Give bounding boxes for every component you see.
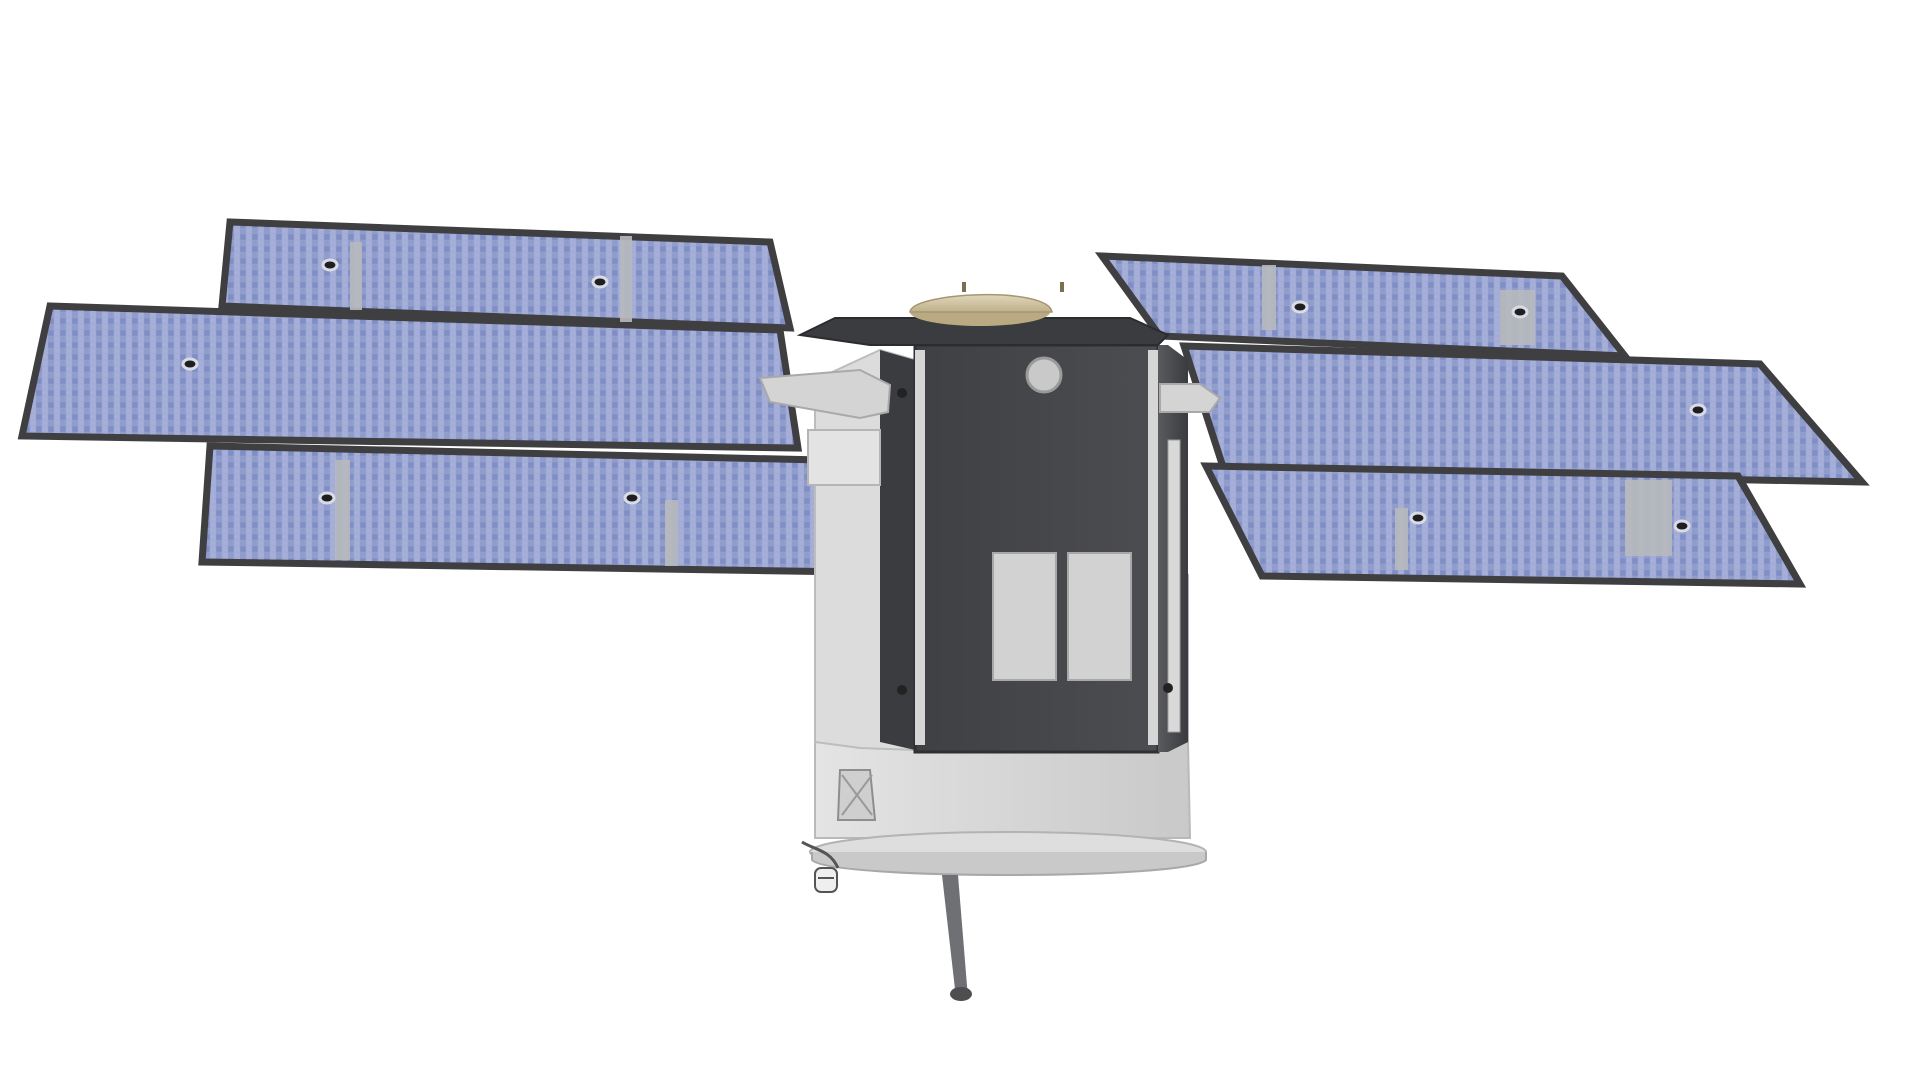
right-solar-wing bbox=[1094, 252, 1870, 588]
panel-hinge-hole bbox=[181, 357, 199, 371]
panel-strut bbox=[1625, 480, 1672, 556]
panel-strut bbox=[620, 236, 632, 322]
panel-hinge-hole bbox=[321, 258, 339, 272]
solar-panel bbox=[198, 442, 860, 576]
panel-strut bbox=[665, 500, 678, 566]
radiator-plate bbox=[992, 552, 1057, 681]
panel-strut bbox=[350, 242, 362, 310]
panel-strut bbox=[335, 460, 350, 560]
panel-hinge-hole bbox=[318, 491, 336, 505]
panel-hinge-hole bbox=[1511, 305, 1529, 319]
bus-front-panel bbox=[913, 343, 1160, 754]
bus-left-inner bbox=[880, 350, 915, 750]
sensor-port bbox=[1025, 356, 1063, 394]
panel-hinge-hole bbox=[1689, 403, 1707, 417]
panel-hinge-hole bbox=[1673, 519, 1691, 533]
left-hinge-arm bbox=[758, 368, 892, 420]
bus-top-deck bbox=[796, 317, 1170, 346]
panel-strut bbox=[1395, 508, 1408, 570]
panel-hinge-hole bbox=[591, 275, 609, 289]
solar-panel bbox=[1094, 252, 1633, 360]
left-hinge-block bbox=[807, 429, 881, 486]
right-hinge-arm bbox=[1159, 383, 1222, 413]
top-dome bbox=[909, 294, 1053, 313]
satellite-bus bbox=[758, 282, 1222, 1001]
panel-strut bbox=[1262, 265, 1276, 330]
antenna-boom bbox=[942, 875, 968, 998]
panel-hinge-hole bbox=[1291, 300, 1309, 314]
solar-panel bbox=[1200, 462, 1807, 588]
solar-panel bbox=[218, 218, 795, 332]
right-side-strip bbox=[1167, 439, 1181, 733]
left-solar-wing bbox=[17, 218, 860, 576]
panel-hinge-hole bbox=[623, 491, 641, 505]
radiator-plate bbox=[1067, 552, 1132, 681]
front-rail-left bbox=[915, 350, 925, 745]
front-rail-right bbox=[1148, 350, 1158, 745]
panel-hinge-hole bbox=[1409, 511, 1427, 525]
solar-panel bbox=[17, 302, 803, 452]
latch bbox=[814, 867, 838, 893]
solar-panel bbox=[1179, 342, 1870, 486]
